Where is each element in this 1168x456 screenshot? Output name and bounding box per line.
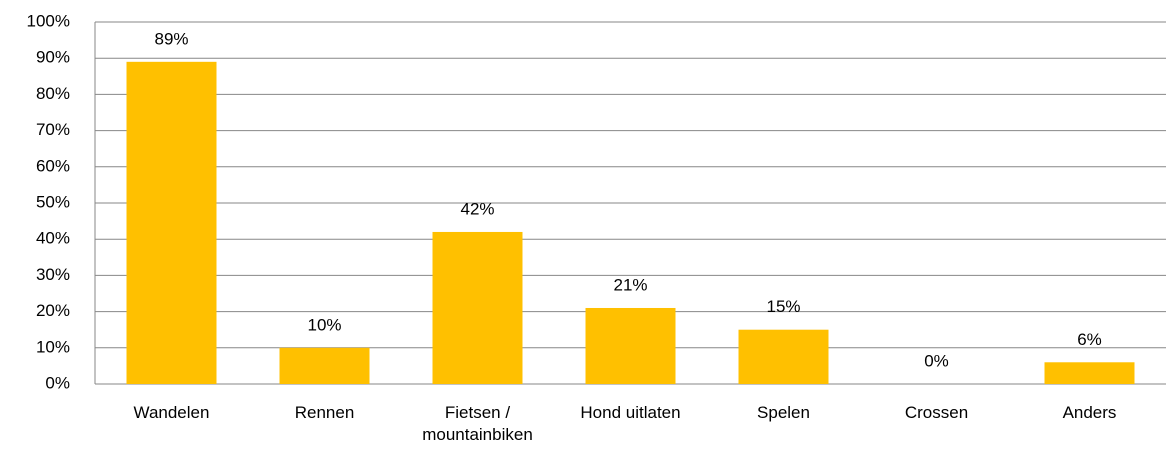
bar [585, 307, 676, 384]
y-tick-label: 0% [45, 373, 70, 392]
y-tick-label: 30% [36, 265, 70, 284]
y-tick-label: 40% [36, 229, 70, 248]
x-tick-label: Spelen [757, 403, 810, 422]
x-tick-label: Wandelen [133, 403, 210, 422]
bar [738, 329, 829, 384]
y-tick-label: 80% [36, 84, 70, 103]
y-tick-label: 20% [36, 301, 70, 320]
y-tick-label: 10% [36, 337, 70, 356]
x-tick-label: Crossen [904, 403, 969, 422]
x-tick-label: Rennen [294, 403, 355, 422]
y-tick-label: 90% [36, 48, 70, 67]
bar [1044, 362, 1135, 384]
value-label: 15% [766, 297, 800, 316]
y-tick-label: 60% [36, 156, 70, 175]
value-label: 42% [460, 199, 494, 218]
value-label: 0% [924, 351, 949, 370]
value-label: 21% [613, 275, 647, 294]
y-tick-label: 70% [36, 120, 70, 139]
x-tick-label: Fietsen / mountainbiken [422, 403, 533, 444]
value-label: 10% [307, 315, 341, 334]
x-tick-label: Anders [1062, 403, 1117, 422]
bar [126, 61, 217, 384]
value-label: 89% [154, 29, 188, 48]
value-label: 6% [1077, 330, 1102, 349]
bar [432, 231, 523, 384]
y-tick-label: 50% [36, 192, 70, 211]
y-tick-label: 100% [27, 11, 70, 30]
x-tick-label: Hond uitlaten [580, 403, 681, 422]
bar [279, 347, 370, 384]
